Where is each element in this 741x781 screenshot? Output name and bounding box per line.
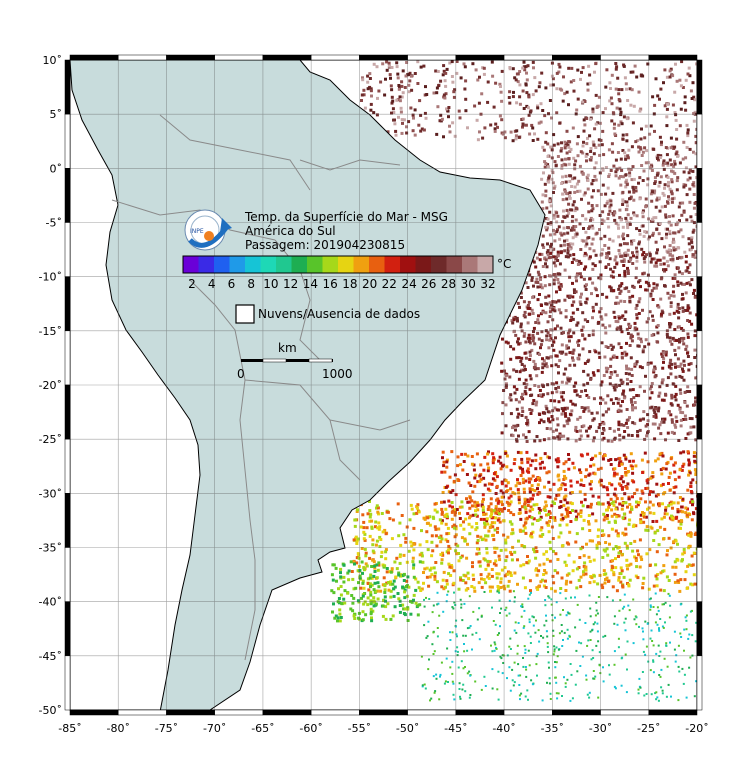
colorbar-tick: 2 [188,277,196,291]
longitude-label: -30˚ [589,722,612,735]
colorbar-tick: 20 [362,277,377,291]
colorbar-unit: °C [497,257,511,271]
colorbar-swatch [276,256,292,273]
longitude-label: -40˚ [492,722,515,735]
scalebar-start: 0 [237,367,245,381]
colorbar [182,255,494,274]
colorbar-tick: 4 [208,277,216,291]
latitude-labels: 10˚ 5˚ 0˚ -5˚ -10˚ -15˚ -20˚ -25˚ -30˚ -35˚ -40˚ -4… [39,54,62,717]
latitude-label: -20˚ [39,379,62,392]
title-line-3: Passagem: 201904230815 [245,238,405,252]
longitude-label: -55˚ [348,722,371,735]
colorbar-tick: 10 [263,277,278,291]
colorbar-tick: 8 [247,277,255,291]
longitude-label: -65˚ [251,722,274,735]
longitude-label: -35˚ [541,722,564,735]
inpe-logo: INPE [184,209,232,251]
title-line-2: América do Sul [245,224,336,238]
colorbar-swatch [369,256,385,273]
cloud-legend-label: Nuvens/Ausencia de dados [258,307,420,321]
colorbar-swatch [431,256,447,273]
colorbar-tick: 32 [480,277,495,291]
latitude-label: -5˚ [46,217,62,230]
colorbar-swatch [384,256,401,273]
longitude-label: -25˚ [637,722,660,735]
longitude-label: -45˚ [444,722,467,735]
colorbar-swatch [198,256,215,273]
longitude-labels: -85˚ -80˚ -75˚ -70˚ -65˚ -60˚ -55˚ -50˚ -45˚ -40˚… [58,722,708,735]
latitude-label: -30˚ [39,487,62,500]
latitude-label: -40˚ [39,596,62,609]
latitude-label: 10˚ [43,54,63,67]
colorbar-swatch [322,256,339,273]
latitude-label: 5˚ [50,108,63,121]
colorbar-swatch [477,256,494,273]
colorbar-swatch [307,256,323,273]
colorbar-tick: 18 [342,277,357,291]
latitude-label: -10˚ [39,271,62,284]
colorbar-tick: 16 [322,277,337,291]
colorbar-swatch [446,256,463,273]
latitude-label: -50˚ [39,704,62,717]
longitude-label: -20˚ [685,722,708,735]
map-frame [64,54,703,716]
cloud-legend-swatch [235,304,255,324]
longitude-label: -70˚ [203,722,226,735]
colorbar-swatch [229,256,246,273]
scale-bar: km 0 1000 [237,341,353,381]
logo-text: INPE [190,228,204,235]
colorbar-tick: 24 [401,277,416,291]
colorbar-swatch [260,256,277,273]
sst-field [330,60,700,702]
country-borders [111,114,411,661]
title-line-1: Temp. da Superfície do Mar - MSG [244,210,448,224]
colorbar-tick: 6 [228,277,236,291]
colorbar-swatch [338,256,354,273]
longitude-label: -85˚ [58,722,81,735]
longitude-label: -50˚ [396,722,419,735]
colorbar-swatch [462,256,478,273]
colorbar-tick: 12 [283,277,298,291]
colorbar-tick: 30 [461,277,476,291]
colorbar-swatch [353,256,370,273]
latitude-label: -45˚ [39,650,62,663]
colorbar-tick: 14 [303,277,318,291]
colorbar-swatch [183,256,199,273]
latitude-label: 0˚ [50,162,63,175]
scalebar-unit: km [278,341,297,355]
colorbar-swatch [214,256,230,273]
colorbar-tick-labels: 2 4 6 8 10 12 14 16 18 20 22 24 26 28 30 32 [188,277,495,291]
longitude-label: -80˚ [106,722,129,735]
longitude-label: -60˚ [299,722,322,735]
colorbar-swatch [400,256,416,273]
colorbar-swatch [245,256,261,273]
south-america-land [69,59,546,713]
colorbar-swatch [291,256,308,273]
latitude-label: -25˚ [39,433,62,446]
latitude-label: -35˚ [39,542,62,555]
latitude-label: -15˚ [39,325,62,338]
colorbar-tick: 26 [421,277,436,291]
scalebar-end: 1000 [322,367,353,381]
longitude-label: -75˚ [155,722,178,735]
colorbar-tick: 22 [382,277,397,291]
colorbar-swatch [415,256,432,273]
colorbar-tick: 28 [441,277,456,291]
